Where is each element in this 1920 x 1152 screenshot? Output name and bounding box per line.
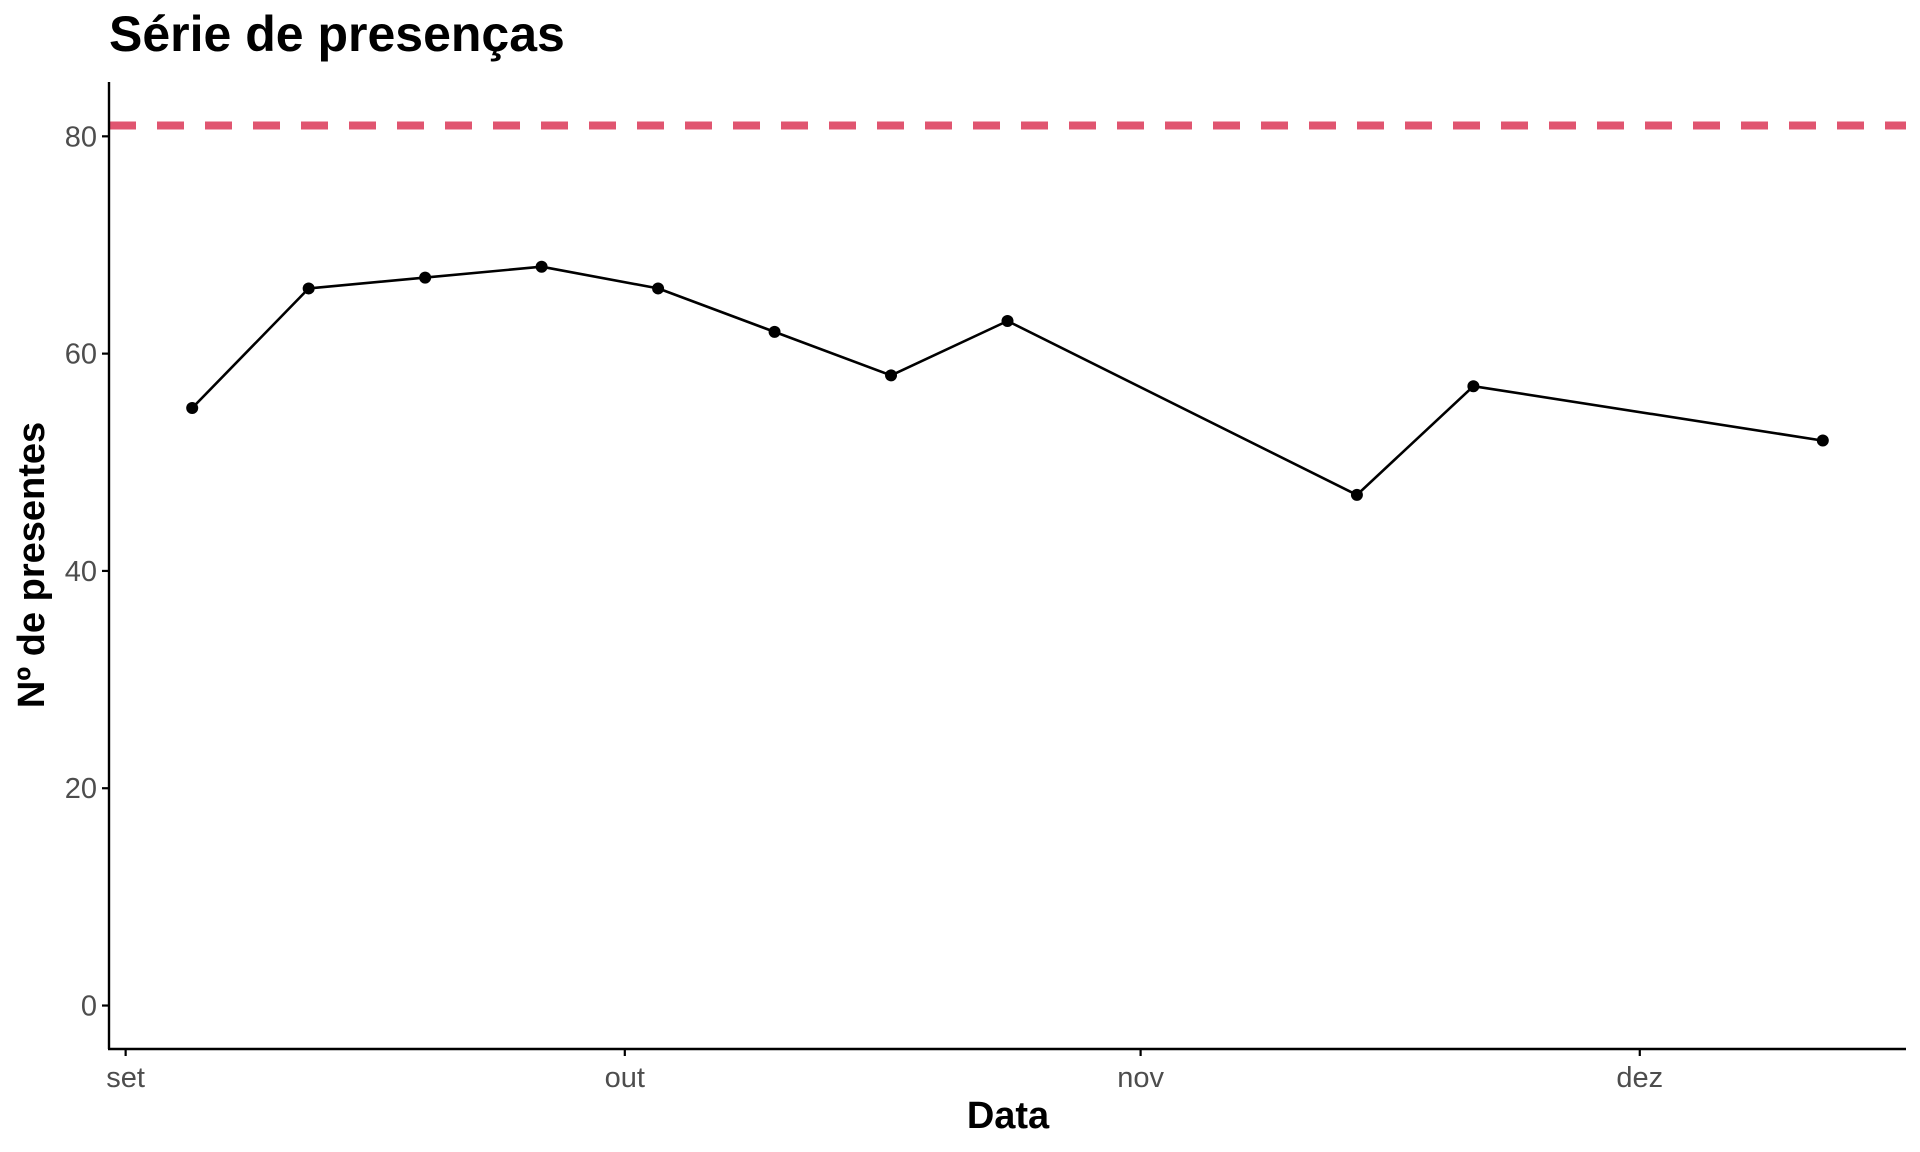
series-line: [191, 265, 1824, 497]
series-layer: [186, 260, 1829, 501]
y-tick-label: 40: [65, 556, 97, 588]
data-point: [768, 325, 781, 338]
data-point: [1350, 488, 1363, 501]
x-tick-label: nov: [1117, 1062, 1164, 1094]
data-point: [535, 260, 548, 273]
data-point: [186, 401, 199, 414]
axes: [107, 82, 1906, 1051]
y-tick-label: 80: [65, 121, 97, 153]
y-tick-label: 20: [65, 773, 97, 805]
data-point: [885, 369, 898, 382]
y-ticks: 0 20 40 60 80: [65, 121, 109, 1023]
x-tick-label: out: [605, 1062, 645, 1094]
x-ticks: set out nov dez: [106, 1049, 1663, 1094]
chart-title: Série de presenças: [109, 6, 565, 62]
y-tick-label: 60: [65, 339, 97, 371]
data-point: [419, 271, 432, 284]
y-tick-label: 0: [81, 991, 97, 1023]
y-axis-title: Nº de presentes: [11, 422, 53, 708]
data-point: [1816, 434, 1829, 447]
x-tick-label: set: [106, 1062, 145, 1094]
data-point: [1001, 315, 1014, 328]
x-tick-label: dez: [1616, 1062, 1663, 1094]
data-point: [652, 282, 665, 295]
data-point: [1467, 380, 1480, 393]
data-point: [302, 282, 315, 295]
x-axis-title: Data: [967, 1095, 1050, 1137]
